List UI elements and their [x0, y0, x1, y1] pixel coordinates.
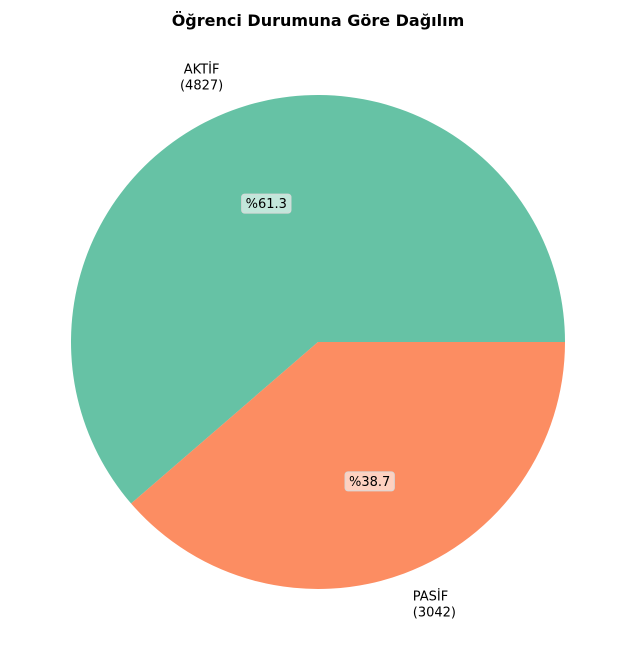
- slice-name: PASİF: [413, 589, 448, 605]
- slice-count: (4827): [180, 78, 223, 93]
- percent-label-akti̇f: %61.3: [241, 193, 292, 214]
- percent-box: [344, 471, 395, 492]
- slice-count: (3042): [413, 606, 456, 621]
- percent-box: [241, 193, 292, 214]
- pie-slice-akti̇f: [70, 95, 565, 504]
- pie-labels: AKTİF (4827) %61.3 PASİF (3042) %38.7: [180, 61, 456, 620]
- percent-text: %61.3: [246, 197, 287, 212]
- percent-label-pasi̇f: %38.7: [344, 471, 395, 492]
- slice-label-pasi̇f: PASİF (3042): [413, 589, 456, 621]
- chart-title: Öğrenci Durumuna Göre Dağılım: [172, 11, 465, 30]
- slice-label-akti̇f: AKTİF (4827): [180, 61, 223, 93]
- pie-slice-pasi̇f: [131, 342, 566, 589]
- pie-slices: [70, 95, 566, 589]
- percent-text: %38.7: [349, 475, 390, 490]
- slice-name: AKTİF: [184, 61, 220, 77]
